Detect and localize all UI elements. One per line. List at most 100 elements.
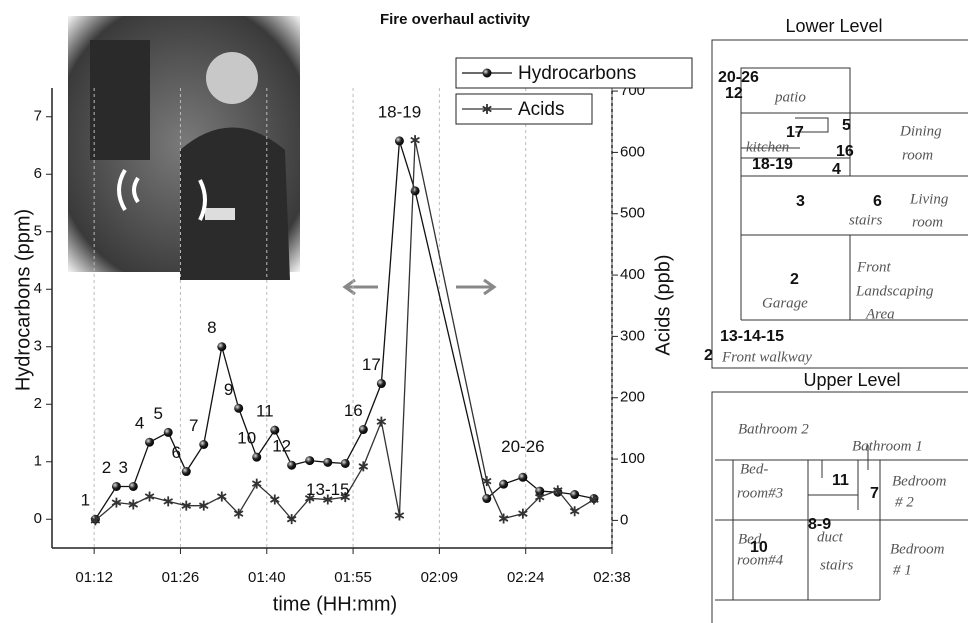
point xyxy=(535,486,545,496)
point-label: 18-19 xyxy=(378,102,421,121)
y-tick-label: 4 xyxy=(34,280,42,297)
y2-tick-label: 0 xyxy=(620,511,628,528)
point-label: 10 xyxy=(237,429,256,448)
point xyxy=(569,506,580,517)
point xyxy=(305,456,315,466)
x-axis-label: time (HH:mm) xyxy=(273,593,397,615)
point xyxy=(410,135,420,146)
point xyxy=(394,510,405,521)
point xyxy=(394,136,404,146)
point-label: 8 xyxy=(207,318,216,337)
point-label: 4 xyxy=(135,414,144,433)
x-tick-label: 02:09 xyxy=(421,569,459,586)
point-label: 7 xyxy=(189,416,198,435)
arrows xyxy=(342,278,497,296)
room-label: Area xyxy=(865,306,895,322)
point xyxy=(482,494,492,504)
point xyxy=(163,496,173,507)
point xyxy=(304,493,315,504)
room-label: # 2 xyxy=(895,494,914,510)
room-label: room#4 xyxy=(737,552,784,568)
room-label: 2 xyxy=(790,271,799,288)
room-label: 5 xyxy=(842,117,851,134)
y-tick-label: 7 xyxy=(34,108,42,125)
room-label: 12 xyxy=(725,85,743,102)
point xyxy=(252,452,262,462)
room-label: 2 xyxy=(704,347,713,364)
point xyxy=(287,460,297,470)
point-label: 20-26 xyxy=(501,437,544,456)
point-label: 2 xyxy=(102,458,111,477)
room-label: room#3 xyxy=(737,485,783,501)
point xyxy=(251,478,262,489)
y-tick-label: 5 xyxy=(34,223,42,240)
point xyxy=(498,513,509,524)
point-label: 6 xyxy=(172,443,181,462)
point xyxy=(481,476,492,487)
photo xyxy=(68,16,300,280)
y2-tick-label: 200 xyxy=(620,389,645,406)
point xyxy=(90,515,101,526)
point xyxy=(358,461,369,472)
point-label: 17 xyxy=(362,355,381,374)
point xyxy=(323,494,333,505)
point xyxy=(589,494,599,505)
legend-label: Acids xyxy=(518,99,564,120)
room-label: Bed xyxy=(738,531,762,547)
room-label: 17 xyxy=(786,124,804,141)
room-label: Front xyxy=(856,259,891,275)
point xyxy=(199,440,209,449)
room-label: Front walkway xyxy=(721,349,812,365)
point xyxy=(144,491,155,502)
room-label: 3 xyxy=(796,193,805,210)
y2-axis-label: Acids (ppb) xyxy=(652,254,674,355)
plan-title: Lower Level xyxy=(785,16,882,36)
point xyxy=(376,416,387,427)
room-label: kitchen xyxy=(746,139,789,155)
room-label: 6 xyxy=(873,193,882,210)
room-label: patio xyxy=(774,89,806,105)
x-tick-label: 01:40 xyxy=(248,569,286,586)
point xyxy=(181,500,192,511)
room-label: stairs xyxy=(849,212,883,228)
y2-tick-label: 300 xyxy=(620,327,645,344)
point xyxy=(534,492,545,503)
x-tick-label: 01:26 xyxy=(162,569,200,586)
point-label: 16 xyxy=(344,401,363,420)
point xyxy=(499,479,509,489)
point xyxy=(111,497,122,508)
point xyxy=(128,499,139,510)
room-label: 16 xyxy=(836,143,854,160)
room-label: Landscaping xyxy=(855,283,934,299)
point xyxy=(163,427,173,437)
point xyxy=(340,492,351,503)
point xyxy=(410,186,420,196)
legend-marker xyxy=(482,104,492,114)
room-label: Dining xyxy=(899,123,942,139)
room-label: room xyxy=(902,147,933,163)
room-label: 20-26 xyxy=(718,69,759,86)
point xyxy=(270,425,280,435)
room-label: Bathroom 1 xyxy=(852,438,923,454)
point-label: 1 xyxy=(81,491,90,510)
room-label: Bedroom xyxy=(890,541,945,557)
x-tick-label: 01:55 xyxy=(334,569,372,586)
room-label: 4 xyxy=(832,161,841,178)
point xyxy=(340,458,350,468)
floor-plan xyxy=(711,39,968,623)
y2-tick-label: 500 xyxy=(620,205,645,222)
x-tick-label: 02:38 xyxy=(593,569,631,586)
y2-tick-label: 400 xyxy=(620,266,645,283)
room-label: 7 xyxy=(870,485,879,502)
point xyxy=(233,508,244,519)
point-label: 3 xyxy=(119,458,128,477)
room-label: duct xyxy=(817,529,844,545)
point xyxy=(145,437,155,447)
legend-label: Hydrocarbons xyxy=(518,63,636,84)
room-label: Garage xyxy=(762,295,808,311)
point xyxy=(323,457,333,467)
point-label: 5 xyxy=(153,404,162,423)
point xyxy=(270,494,280,505)
point xyxy=(198,500,209,511)
point xyxy=(217,342,227,352)
